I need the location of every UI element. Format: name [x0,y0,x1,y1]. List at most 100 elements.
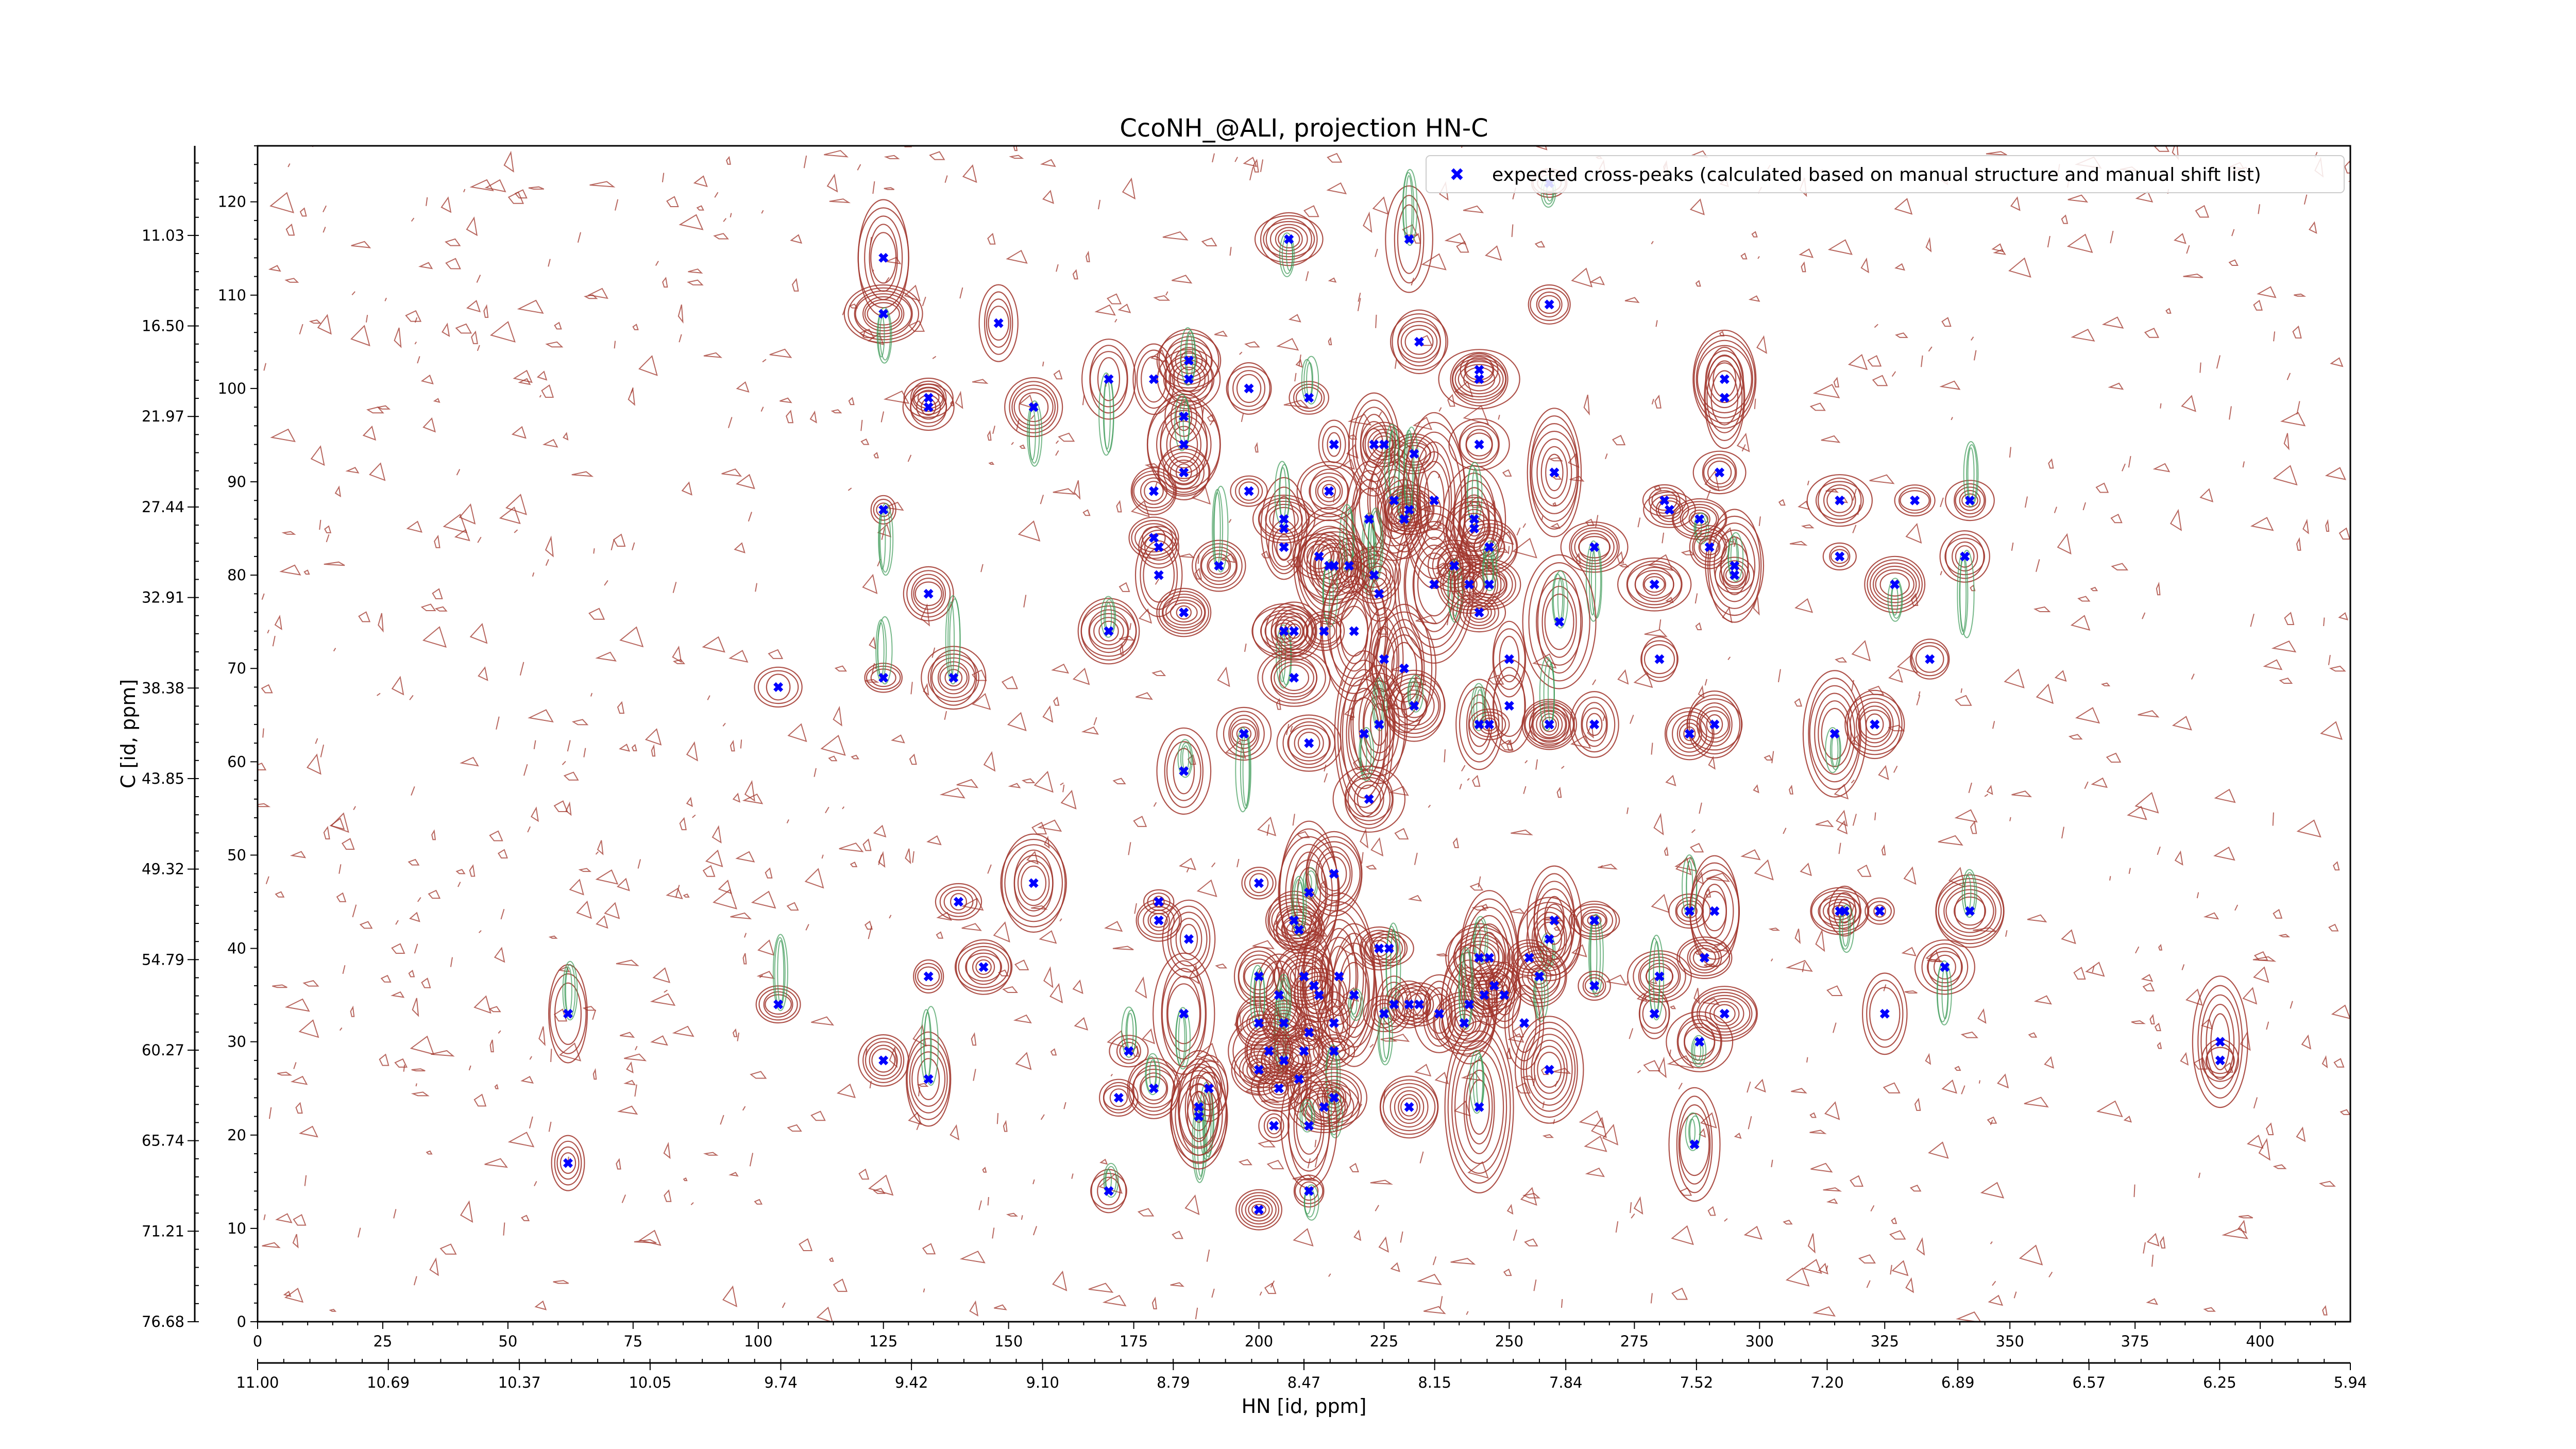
noise-contour [1295,359,1303,368]
noise-contour [1394,828,1409,840]
noise-contour [330,812,349,833]
noise-contour [265,876,269,884]
noise-contour [326,534,330,543]
noise-contour [617,701,625,714]
peak-contour [1157,448,1211,497]
peak-contour [1400,689,1428,722]
noise-contour [1264,1283,1277,1294]
noise-contour [1707,1206,1716,1216]
noise-contour [1006,1212,1019,1217]
peak-contour [1347,773,1391,825]
noise-contour [477,536,482,543]
peak-contour [1830,549,1849,564]
peak-contour [1294,1177,1324,1204]
cross-peak-marker [1704,542,1715,552]
peak-contour [1823,484,1856,517]
y2-tick-label: 32.91 [142,589,184,606]
peak-contour [554,982,582,1046]
peak-contour [1294,931,1334,1041]
noise-contour [616,1158,621,1170]
peak-contour [551,1135,585,1191]
noise-contour [1419,1151,1424,1164]
noise-contour [1901,947,1917,956]
peak-contour [1254,215,1324,263]
peak-contour [1943,885,1996,937]
noise-contour [1801,524,1815,529]
noise-contour [548,1121,552,1132]
noise-contour [595,869,619,885]
peak-contour [1433,991,1496,1055]
cross-peak-marker [1459,1018,1469,1028]
cross-peak-marker [1314,990,1324,1000]
peak-contour [1954,892,1986,930]
cross-peak-marker [1294,924,1304,935]
noise-contour [1082,395,1085,406]
noise-contour [1305,271,1309,281]
x2-tick-label: 6.25 [2203,1374,2236,1391]
noise-contour [519,662,524,676]
noise-contour [262,1242,281,1249]
peak-contour [1175,1077,1223,1156]
noise-contour [2110,514,2123,524]
noise-contour [2292,325,2302,339]
peak-contour [1147,909,1170,932]
peak-contour [1856,701,1894,748]
noise-contour [1955,695,1972,706]
noise-contour [2143,1242,2146,1254]
noise-contour [2301,1034,2312,1050]
cross-peak-marker [1659,495,1670,506]
noise-contour [434,606,448,612]
peak-contour [1511,942,1548,973]
noise-contour [922,1243,936,1255]
noise-contour [987,232,996,245]
cross-peak-marker [1279,542,1289,552]
noise-contour [2157,846,2161,855]
noise-contour [2279,678,2293,684]
cross-peak-marker [1149,486,1159,496]
peak-contour [1703,457,1736,488]
noise-contour [1954,1066,1961,1071]
noise-contour [2253,966,2269,983]
noise-contour [1162,231,1189,241]
noise-contour [1503,1268,1512,1276]
noise-contour [912,851,914,863]
peak-contour [1639,988,1670,1039]
peak-contour [1531,968,1548,985]
noise-contour [1372,196,1389,215]
peak-contour-green [1299,1099,1315,1133]
noise-contour [1031,821,1047,835]
peak-contour [1528,284,1571,325]
peak-contour [1520,1021,1578,1118]
noise-contour [971,669,987,681]
peak-contour [909,1044,948,1114]
peak-contour [1144,481,1164,502]
y2-tick-label: 65.74 [142,1132,184,1150]
noise-contour [1852,525,1857,533]
noise-contour [1542,1134,1554,1138]
peak-contour [1156,727,1212,815]
noise-contour [1650,1293,1653,1304]
noise-contour [1696,871,1704,885]
noise-contour [2149,1014,2155,1024]
noise-contour [411,1091,430,1097]
noise-contour [754,1199,763,1205]
noise-contour [1037,819,1062,832]
noise-contour [1736,432,1750,452]
noise-contour [1469,883,1484,891]
peak-contour [1143,906,1175,935]
cross-peak-marker [1414,336,1424,347]
noise-contour [2242,461,2245,468]
noise-contour [1754,1079,1766,1093]
peak-contour [1450,351,1509,407]
cross-peak-marker [1304,393,1314,403]
noise-contour [1727,656,1731,660]
peak-contour [1260,212,1318,266]
noise-contour [1826,1198,1838,1204]
noise-contour [1055,440,1059,444]
noise-contour [1542,1101,1545,1108]
noise-contour [410,1035,435,1055]
peak-contour [1513,949,1566,1004]
cross-peak-marker [1329,440,1339,450]
noise-contour [1615,1221,1619,1233]
